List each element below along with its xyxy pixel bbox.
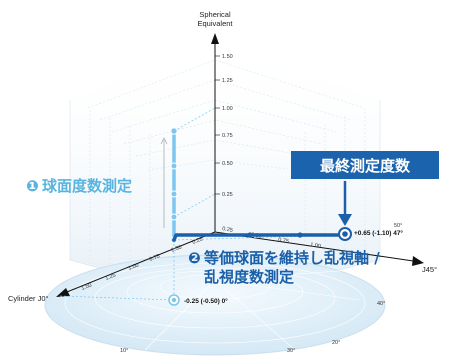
angle-label-50: 50°	[394, 223, 402, 229]
vertical-axis-title-1: Spherical	[199, 10, 231, 19]
vertical-tick-0-75: 0.75	[222, 133, 233, 139]
left-tick-1-50: 1.50	[81, 283, 93, 292]
cylinder-callout: ❷ 等価球面を維持し乱視軸 / 乱視度数測定	[188, 249, 380, 286]
cylinder-callout-number: ❷	[188, 249, 201, 267]
vertical-axis-title-2: Equivalent	[197, 19, 233, 28]
left-tick-1-25: 1.25	[105, 273, 117, 282]
cylinder-callout-line1: 等価球面を維持し乱視軸 /	[204, 249, 380, 267]
sphere-callout-text: 球面度数測定	[42, 177, 132, 195]
vertical-tick-0-25: 0.25	[222, 192, 233, 198]
cylinder-measurement-path	[168, 227, 352, 306]
right-axis-title: J45°	[422, 265, 437, 274]
final-badge-text: 最終測定度数	[320, 157, 411, 175]
guide-lines	[59, 107, 346, 301]
left-tick-0-25: 0.25	[192, 237, 204, 246]
angle-label-20: 20°	[332, 340, 340, 346]
right-arrow-icon	[412, 256, 424, 266]
left-axis-title: Cylinder J0°	[8, 294, 49, 303]
sphere-callout-number: ❶	[26, 177, 39, 195]
left-tick-0-75: 0.75	[149, 254, 161, 263]
angle-label-10: 10°	[120, 348, 128, 354]
angle-label-30: 30°	[287, 348, 295, 354]
vertical-arrow-icon	[211, 33, 219, 44]
cylinder-callout-line2: 乱視度数測定	[204, 268, 294, 286]
right-tick-0-75: 0.75	[278, 237, 290, 245]
vertical-tick-0-50: 0.50	[222, 161, 233, 167]
angle-label-40: 40°	[377, 301, 385, 307]
angle-labels: 50° 40° 30° 20° 10°	[120, 223, 402, 354]
vertical-tick-1-25: 1.25	[222, 78, 233, 84]
final-badge: 最終測定度数	[291, 151, 439, 226]
left-arrow-icon	[56, 288, 70, 297]
bottom-value-label: -0.25 (-0.50) 0°	[184, 297, 228, 305]
left-tick-1-00: 1.00	[128, 263, 140, 272]
down-arrow-icon	[338, 214, 352, 226]
bottom-disc	[44, 254, 386, 356]
vertical-tick-1-50: 1.50	[222, 54, 233, 60]
vertical-tick-1-00: 1.00	[222, 106, 233, 112]
final-value-label: +0.65 (-1.10) 47°	[354, 229, 403, 237]
right-tick-1-00: 1.00	[310, 242, 322, 250]
sphere-callout: ❶ 球面度数測定	[26, 177, 132, 195]
left-tick-0-50: 0.50	[171, 245, 183, 254]
right-tick-0-25: 0.25	[222, 226, 234, 234]
vertical-axis: Spherical Equivalent 1.50 1.25 1.00 0.75…	[197, 10, 233, 232]
left-axis: Cylinder J0° 1.50 1.25 1.00 0.75 0.50 0.…	[8, 231, 216, 303]
